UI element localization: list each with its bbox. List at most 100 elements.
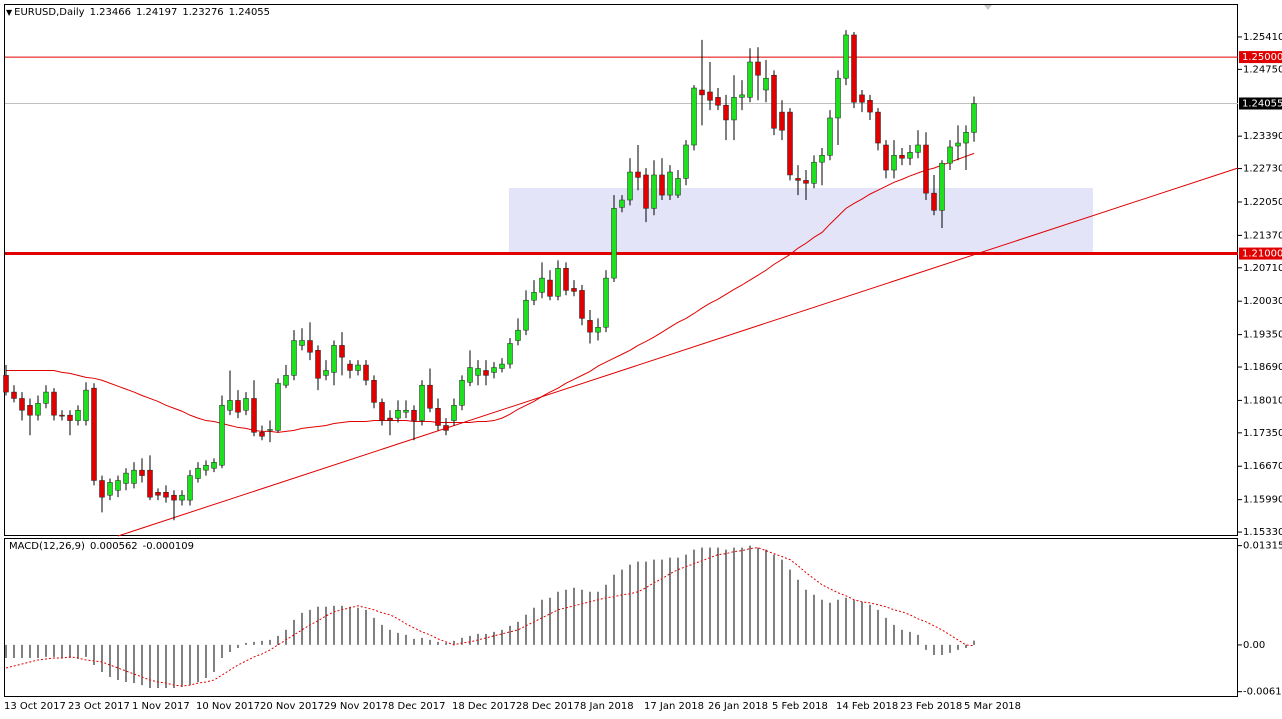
candle-body <box>507 343 513 365</box>
x-tick-label: 26 Jan 2018 <box>708 701 768 712</box>
candle-body <box>51 391 57 416</box>
candle-body <box>283 375 289 386</box>
candle-body <box>947 146 953 164</box>
y-tick-label: 1.15330 <box>1243 527 1282 538</box>
x-tick-label: 8 Jan 2018 <box>580 701 634 712</box>
candle-body <box>795 178 801 181</box>
candle-body <box>99 480 105 498</box>
y-tick-label: 1.20030 <box>1243 296 1282 307</box>
macd-header: MACD(12,26,9) 0.000562 -0.000109 <box>9 541 199 552</box>
candle-body <box>11 391 17 399</box>
x-tick-label: 5 Feb 2018 <box>772 701 828 712</box>
candle-body <box>59 414 65 417</box>
x-tick-label: 29 Nov 2017 <box>324 701 388 712</box>
candle-body <box>491 367 497 373</box>
candle-body <box>387 417 393 421</box>
candle-body <box>611 208 617 279</box>
symbol-title: EURUSD,Daily <box>14 7 85 18</box>
candle-body <box>939 162 945 211</box>
candle-body <box>323 370 329 376</box>
candle-body <box>691 87 697 146</box>
price-header: ▼ EURUSD,Daily 1.23466 1.24197 1.23276 1.2405… <box>6 7 275 18</box>
candle-body <box>859 94 865 103</box>
candle-body <box>259 432 265 437</box>
signal-value: -0.000109 <box>142 541 194 552</box>
candle-body <box>403 409 409 413</box>
candle-body <box>643 174 649 209</box>
candle-body <box>483 370 489 376</box>
candle-body <box>235 400 241 413</box>
candle-body <box>291 340 297 376</box>
candle-body <box>67 414 73 421</box>
candle-body <box>139 469 145 476</box>
candle-body <box>883 144 889 171</box>
x-tick-label: 14 Feb 2018 <box>836 701 898 712</box>
level-label: 1.21000 <box>1242 249 1282 260</box>
candle-body <box>659 174 665 196</box>
high-value: 1.24197 <box>135 7 178 18</box>
current-price-box <box>1239 97 1282 110</box>
candle-body <box>419 384 425 421</box>
y-tick-label: 1.24750 <box>1243 64 1282 75</box>
candle-body <box>923 144 929 194</box>
candle-body <box>19 398 25 411</box>
candle-body <box>379 402 385 421</box>
candle-body <box>299 340 305 346</box>
x-tick-label: 10 Nov 2017 <box>196 701 260 712</box>
candle-body <box>875 111 881 144</box>
candle-body <box>819 155 825 163</box>
level-label-box <box>1239 51 1282 64</box>
candle-body <box>747 61 753 98</box>
x-tick-label: 18 Dec 2017 <box>452 701 516 712</box>
candle-body <box>539 277 545 293</box>
candle-body <box>163 492 169 498</box>
candle-body <box>267 429 273 431</box>
macd-panel-frame <box>4 538 1238 697</box>
candle-body <box>251 398 257 433</box>
candle-body <box>779 111 785 131</box>
low-value: 1.23276 <box>182 7 224 18</box>
y-tick-label: 1.21370 <box>1243 230 1282 241</box>
x-tick-label: 20 Nov 2017 <box>260 701 324 712</box>
candle-body <box>627 171 633 201</box>
candle-body <box>579 290 585 319</box>
y-tick-label: 1.15990 <box>1243 495 1282 506</box>
candle-body <box>739 94 745 98</box>
candle-body <box>195 467 201 479</box>
candle-body <box>107 482 113 496</box>
x-tick-label: 1 Nov 2017 <box>132 701 190 712</box>
candle-body <box>371 380 377 403</box>
close-value: 1.24055 <box>228 7 271 18</box>
candle-body <box>131 469 137 484</box>
candle-body <box>675 178 681 196</box>
candle-body <box>115 480 121 491</box>
candle-body <box>755 61 761 76</box>
candle-body <box>211 462 217 469</box>
level-label-box <box>1239 247 1282 260</box>
candle-body <box>915 144 921 153</box>
y-tick-label: 1.22050 <box>1243 197 1282 208</box>
y-tick-label: 1.20710 <box>1243 263 1282 274</box>
candle-body <box>931 192 937 211</box>
trend-line <box>117 167 1239 537</box>
candle-body <box>155 492 161 496</box>
candle-body <box>459 380 465 406</box>
y-tick-label: 1.23390 <box>1243 131 1282 142</box>
candle-body <box>27 405 33 416</box>
macd-value: 0.000562 <box>89 541 138 552</box>
candle-body <box>603 277 609 328</box>
candle-body <box>571 288 577 292</box>
candle-body <box>395 409 401 419</box>
x-tick-label: 17 Jan 2018 <box>644 701 704 712</box>
candle-body <box>651 174 657 209</box>
candle-body <box>475 368 481 376</box>
y-tick-label: 1.17350 <box>1243 428 1282 439</box>
candle-body <box>771 75 777 129</box>
candle-body <box>315 350 321 379</box>
candle-body <box>723 104 729 121</box>
candle-body <box>803 180 809 184</box>
candle-body <box>411 409 417 421</box>
